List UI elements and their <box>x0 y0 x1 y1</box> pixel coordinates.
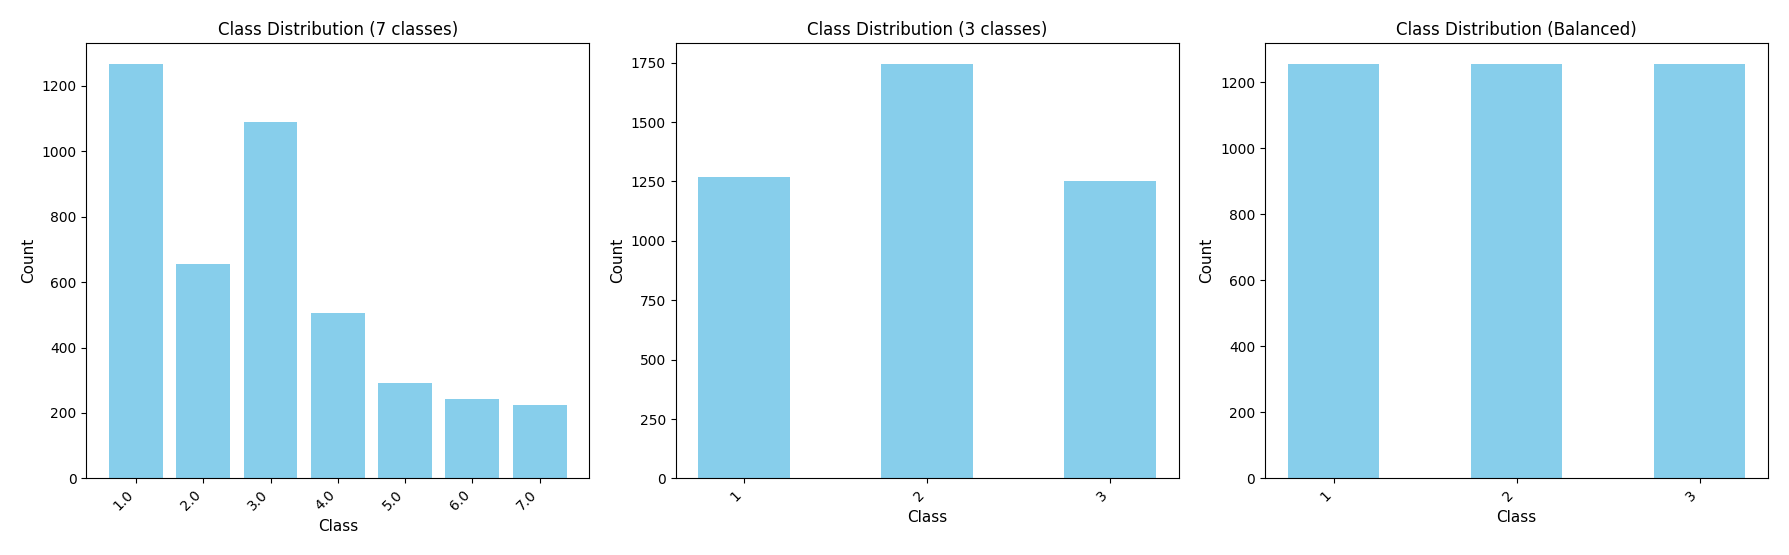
X-axis label: Class: Class <box>1496 510 1537 525</box>
Bar <box>177 264 231 478</box>
Bar <box>882 64 973 478</box>
Title: Class Distribution (3 classes): Class Distribution (3 classes) <box>807 21 1047 39</box>
Title: Class Distribution (Balanced): Class Distribution (Balanced) <box>1395 21 1637 39</box>
Bar <box>1653 64 1746 478</box>
Bar <box>243 122 297 478</box>
Bar <box>377 383 431 478</box>
X-axis label: Class: Class <box>907 510 948 525</box>
Bar <box>513 405 567 478</box>
Y-axis label: Count: Count <box>1200 238 1215 284</box>
Title: Class Distribution (7 classes): Class Distribution (7 classes) <box>218 21 458 39</box>
Bar <box>1064 181 1156 478</box>
Bar <box>311 312 365 478</box>
Y-axis label: Count: Count <box>21 238 36 284</box>
Bar <box>445 398 499 478</box>
Y-axis label: Count: Count <box>610 238 624 284</box>
Bar <box>1288 64 1379 478</box>
X-axis label: Class: Class <box>318 519 358 534</box>
Bar <box>109 64 163 478</box>
Bar <box>698 178 791 478</box>
Bar <box>1471 64 1562 478</box>
